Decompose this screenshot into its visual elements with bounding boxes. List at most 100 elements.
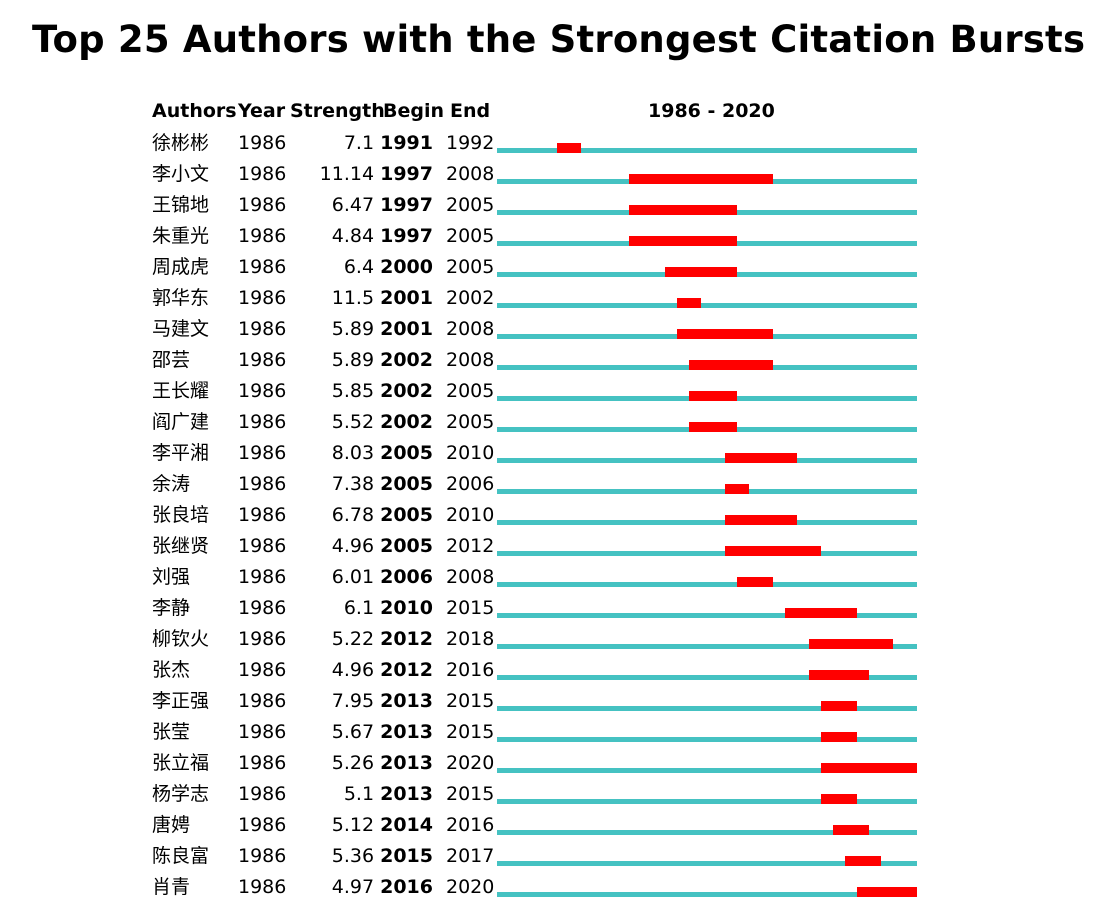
burst-end: 2005 — [446, 225, 495, 247]
timeline-baseline — [497, 799, 917, 804]
timeline-baseline — [497, 830, 917, 835]
burst-begin: 2013 — [380, 690, 433, 712]
burst-end: 2006 — [446, 473, 495, 495]
burst-strength: 5.12 — [331, 814, 381, 836]
strength-begin: 5.67 2013 — [290, 720, 433, 744]
strength-begin: 4.97 2016 — [290, 875, 433, 899]
author-year: 1986 — [238, 442, 287, 464]
author-year: 1986 — [238, 411, 287, 433]
burst-begin: 2013 — [380, 783, 433, 805]
burst-begin: 2005 — [380, 535, 433, 557]
timeline-baseline — [497, 644, 917, 649]
burst-bar — [725, 484, 749, 494]
burst-begin: 2013 — [380, 721, 433, 743]
burst-strength: 5.85 — [331, 380, 381, 402]
burst-end: 1992 — [446, 132, 495, 154]
burst-end: 2017 — [446, 845, 495, 867]
author-year: 1986 — [238, 349, 287, 371]
burst-strength: 7.38 — [331, 473, 381, 495]
strength-begin: 7.1 1991 — [290, 131, 433, 155]
burst-end: 2010 — [446, 504, 495, 526]
author-year: 1986 — [238, 659, 287, 681]
timeline-baseline — [497, 706, 917, 711]
strength-begin: 5.36 2015 — [290, 844, 433, 868]
burst-strength: 8.03 — [331, 442, 381, 464]
strength-begin: 11.14 1997 — [290, 162, 433, 186]
author-year: 1986 — [238, 504, 287, 526]
strength-begin: 4.96 2005 — [290, 534, 433, 558]
burst-begin: 1997 — [380, 163, 433, 185]
burst-end: 2005 — [446, 256, 495, 278]
burst-begin: 2002 — [380, 380, 433, 402]
burst-bar — [629, 205, 737, 215]
burst-begin: 1997 — [380, 225, 433, 247]
burst-strength: 4.97 — [331, 876, 381, 898]
burst-bar — [821, 763, 917, 773]
author-year: 1986 — [238, 163, 287, 185]
burst-begin: 1997 — [380, 194, 433, 216]
author-name: 柳钦火 — [152, 628, 210, 650]
burst-strength: 5.52 — [331, 411, 381, 433]
author-name: 徐彬彬 — [152, 132, 210, 154]
author-name: 陈良富 — [152, 845, 210, 867]
strength-begin: 7.95 2013 — [290, 689, 433, 713]
strength-begin: 6.47 1997 — [290, 193, 433, 217]
burst-begin: 2001 — [380, 318, 433, 340]
author-name: 张继贤 — [152, 535, 210, 557]
burst-strength: 6.1 — [343, 597, 381, 619]
burst-strength: 5.22 — [331, 628, 381, 650]
author-name: 张莹 — [152, 721, 191, 743]
burst-end: 2005 — [446, 411, 495, 433]
author-name: 郭华东 — [152, 287, 210, 309]
timeline-baseline — [497, 892, 917, 897]
burst-bar — [725, 515, 797, 525]
author-year: 1986 — [238, 380, 287, 402]
burst-bar — [677, 329, 773, 339]
burst-begin: 2002 — [380, 411, 433, 433]
burst-strength: 4.96 — [331, 535, 381, 557]
timeline-baseline — [497, 582, 917, 587]
burst-bar — [629, 174, 773, 184]
burst-strength: 6.01 — [331, 566, 381, 588]
burst-bar — [737, 577, 773, 587]
burst-begin: 2005 — [380, 504, 433, 526]
author-year: 1986 — [238, 845, 287, 867]
author-year: 1986 — [238, 132, 287, 154]
burst-bar — [629, 236, 737, 246]
burst-bar — [857, 887, 917, 897]
chart-title: Top 25 Authors with the Strongest Citati… — [32, 18, 1086, 61]
burst-bar — [557, 143, 581, 153]
burst-end: 2015 — [446, 597, 495, 619]
author-name: 余涛 — [152, 473, 191, 495]
burst-bar — [809, 639, 893, 649]
burst-end: 2002 — [446, 287, 495, 309]
strength-begin: 4.96 2012 — [290, 658, 433, 682]
header-end: End — [450, 100, 491, 122]
burst-bar — [821, 701, 857, 711]
burst-bar — [689, 391, 737, 401]
burst-bar — [821, 732, 857, 742]
header-year: Year — [238, 100, 286, 122]
timeline-baseline — [497, 303, 917, 308]
strength-begin: 5.1 2013 — [290, 782, 433, 806]
timeline-baseline — [497, 768, 917, 773]
author-year: 1986 — [238, 597, 287, 619]
burst-begin: 2012 — [380, 659, 433, 681]
author-year: 1986 — [238, 318, 287, 340]
burst-begin: 2014 — [380, 814, 433, 836]
author-name: 马建文 — [152, 318, 210, 340]
burst-bar — [665, 267, 737, 277]
author-name: 张良培 — [152, 504, 210, 526]
header-begin: Begin — [383, 100, 445, 122]
burst-bar — [821, 794, 857, 804]
author-year: 1986 — [238, 628, 287, 650]
burst-strength: 5.1 — [343, 783, 381, 805]
strength-begin: 5.22 2012 — [290, 627, 433, 651]
burst-end: 2008 — [446, 566, 495, 588]
burst-end: 2005 — [446, 194, 495, 216]
burst-bar — [689, 422, 737, 432]
burst-end: 2005 — [446, 380, 495, 402]
author-year: 1986 — [238, 752, 287, 774]
header-authors: Authors — [152, 100, 237, 122]
